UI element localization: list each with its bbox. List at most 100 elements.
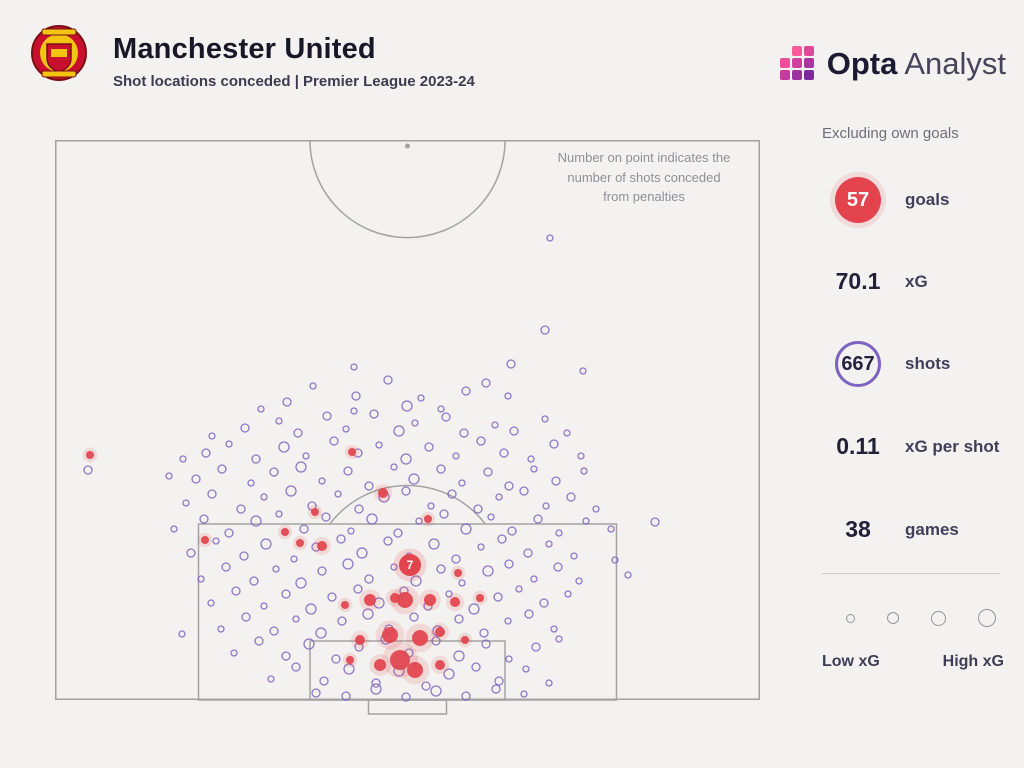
shot-point xyxy=(353,584,363,594)
shot-point xyxy=(458,479,466,487)
stat-xg-per-shot: 0.11 xG per shot xyxy=(822,433,999,460)
shot-point xyxy=(295,461,307,473)
crest-shield xyxy=(46,43,72,73)
goal-point xyxy=(281,528,289,536)
shot-point xyxy=(322,411,332,421)
shot-point xyxy=(351,391,361,401)
pitch-outline xyxy=(55,140,760,700)
shot-point xyxy=(311,688,321,698)
shot-point xyxy=(459,428,469,438)
shot-point xyxy=(550,625,558,633)
goal-point xyxy=(348,448,356,456)
shot-point xyxy=(441,412,451,422)
shot-point xyxy=(182,499,190,507)
shot-point xyxy=(523,548,533,558)
shot-point xyxy=(230,649,238,657)
pitch-lines xyxy=(55,140,760,715)
shot-point xyxy=(272,565,280,573)
xg-per-shot-value: 0.11 xyxy=(836,433,880,459)
xg-per-shot-label: xG per shot xyxy=(905,436,1000,456)
shot-point xyxy=(393,528,403,538)
shot-point xyxy=(491,684,501,694)
shot-point xyxy=(191,474,201,484)
shot-point xyxy=(504,481,514,491)
shot-point xyxy=(371,678,381,688)
shot-point xyxy=(494,676,504,686)
goal-point xyxy=(296,539,304,547)
shot-point xyxy=(430,685,442,697)
shot-point xyxy=(452,452,460,460)
goal-point xyxy=(450,597,460,607)
shot-point xyxy=(269,626,279,636)
shot-point xyxy=(564,590,572,598)
brand-wordmark: Opta Analyst xyxy=(827,46,1006,82)
shot-point xyxy=(504,617,512,625)
shot-point xyxy=(251,454,261,464)
shot-point xyxy=(207,489,217,499)
stat-games: 38 games xyxy=(822,516,959,543)
opta-icon xyxy=(779,46,814,80)
shot-point xyxy=(350,363,358,371)
shot-point xyxy=(305,603,317,615)
shot-point xyxy=(319,676,329,686)
goal-point xyxy=(424,594,436,606)
shot-point xyxy=(424,442,434,452)
legend-dot-xlarge xyxy=(978,609,996,627)
shot-point xyxy=(542,502,550,510)
shot-point xyxy=(445,590,453,598)
shot-point xyxy=(179,455,187,463)
shot-point xyxy=(285,485,297,497)
shot-point xyxy=(580,467,588,475)
brand-logo: Opta Analyst xyxy=(778,44,1006,84)
goal-point xyxy=(374,659,386,671)
shot-point xyxy=(499,448,509,458)
goal-point xyxy=(86,451,94,459)
shot-point xyxy=(473,504,483,514)
shots-layer: 7 xyxy=(82,234,660,702)
shot-point xyxy=(506,359,516,369)
shot-point xyxy=(290,555,298,563)
goal-point xyxy=(364,594,376,606)
goal-point xyxy=(378,488,388,498)
shot-point xyxy=(254,636,264,646)
shot-point xyxy=(343,663,355,675)
shot-point xyxy=(343,466,353,476)
shot-point xyxy=(197,575,205,583)
shot-point xyxy=(370,683,382,695)
centre-circle xyxy=(309,140,506,239)
shot-point xyxy=(539,598,549,608)
xg-value: 70.1 xyxy=(835,268,881,294)
shot-point xyxy=(281,589,291,599)
shot-point xyxy=(212,537,220,545)
shot-point xyxy=(431,636,441,646)
shot-point xyxy=(170,525,178,533)
shot-point xyxy=(530,575,538,583)
goal-point xyxy=(461,636,469,644)
goals-label: goals xyxy=(905,190,950,209)
goal-point xyxy=(311,508,319,516)
shot-point xyxy=(421,681,431,691)
shot-point xyxy=(364,574,374,584)
shot-point xyxy=(401,400,413,412)
goal-point xyxy=(435,660,445,670)
shot-point xyxy=(437,405,445,413)
shot-point xyxy=(318,477,326,485)
crest-bottom-banner xyxy=(41,70,77,78)
shot-point xyxy=(178,630,186,638)
shot-point xyxy=(375,441,383,449)
club-crest xyxy=(31,25,87,81)
stat-goals: 57 goals xyxy=(822,177,949,223)
stat-goals-bubble-wrap: 57 xyxy=(822,177,894,223)
exclusion-note: Excluding own goals xyxy=(822,125,959,142)
shot-point xyxy=(611,556,619,564)
stat-shots-bubble-wrap: 667 xyxy=(822,341,894,387)
shot-point xyxy=(577,452,585,460)
shot-point xyxy=(546,234,554,242)
shot-point xyxy=(551,476,561,486)
legend-divider xyxy=(822,573,1000,574)
legend-labels: Low xG High xG xyxy=(822,653,1004,671)
goal-point xyxy=(435,627,445,637)
shot-point xyxy=(295,577,307,589)
penalty-annotation: Number on point indicates the number of … xyxy=(557,150,731,204)
